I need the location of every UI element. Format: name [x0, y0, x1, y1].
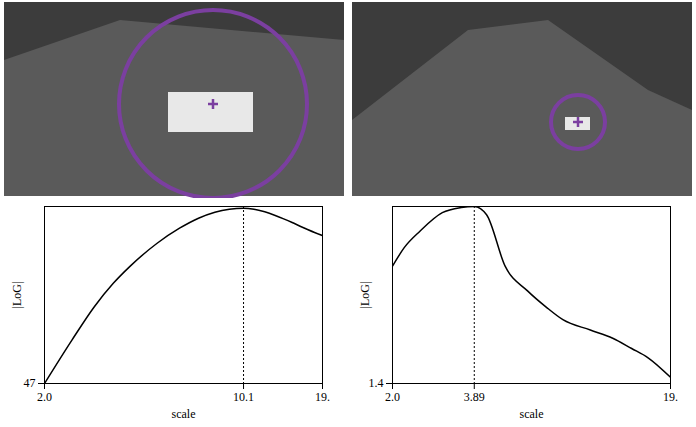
svg-text:|LoG|: |LoG|: [10, 282, 24, 309]
svg-text:10.1: 10.1: [233, 390, 254, 404]
svg-text:47: 47: [24, 376, 36, 390]
svg-text:2.0: 2.0: [385, 390, 400, 404]
svg-text:scale: scale: [520, 407, 544, 421]
svg-text:1.4: 1.4: [369, 376, 384, 390]
svg-text:|LoG|: |LoG|: [358, 282, 372, 309]
svg-text:scale: scale: [172, 407, 196, 421]
svg-text:19.: 19.: [663, 390, 678, 404]
svg-text:3.89: 3.89: [464, 390, 485, 404]
svg-text:19.: 19.: [315, 390, 330, 404]
svg-text:2.0: 2.0: [37, 390, 52, 404]
